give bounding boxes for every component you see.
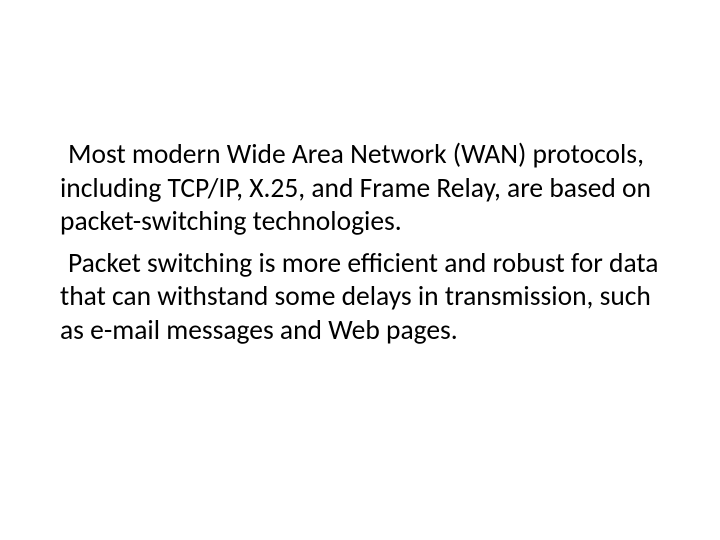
paragraph-2: Packet switching is more efficient and r… xyxy=(48,247,660,348)
paragraph-1: Most modern Wide Area Network (WAN) prot… xyxy=(48,138,660,239)
slide-content: Most modern Wide Area Network (WAN) prot… xyxy=(0,0,720,415)
